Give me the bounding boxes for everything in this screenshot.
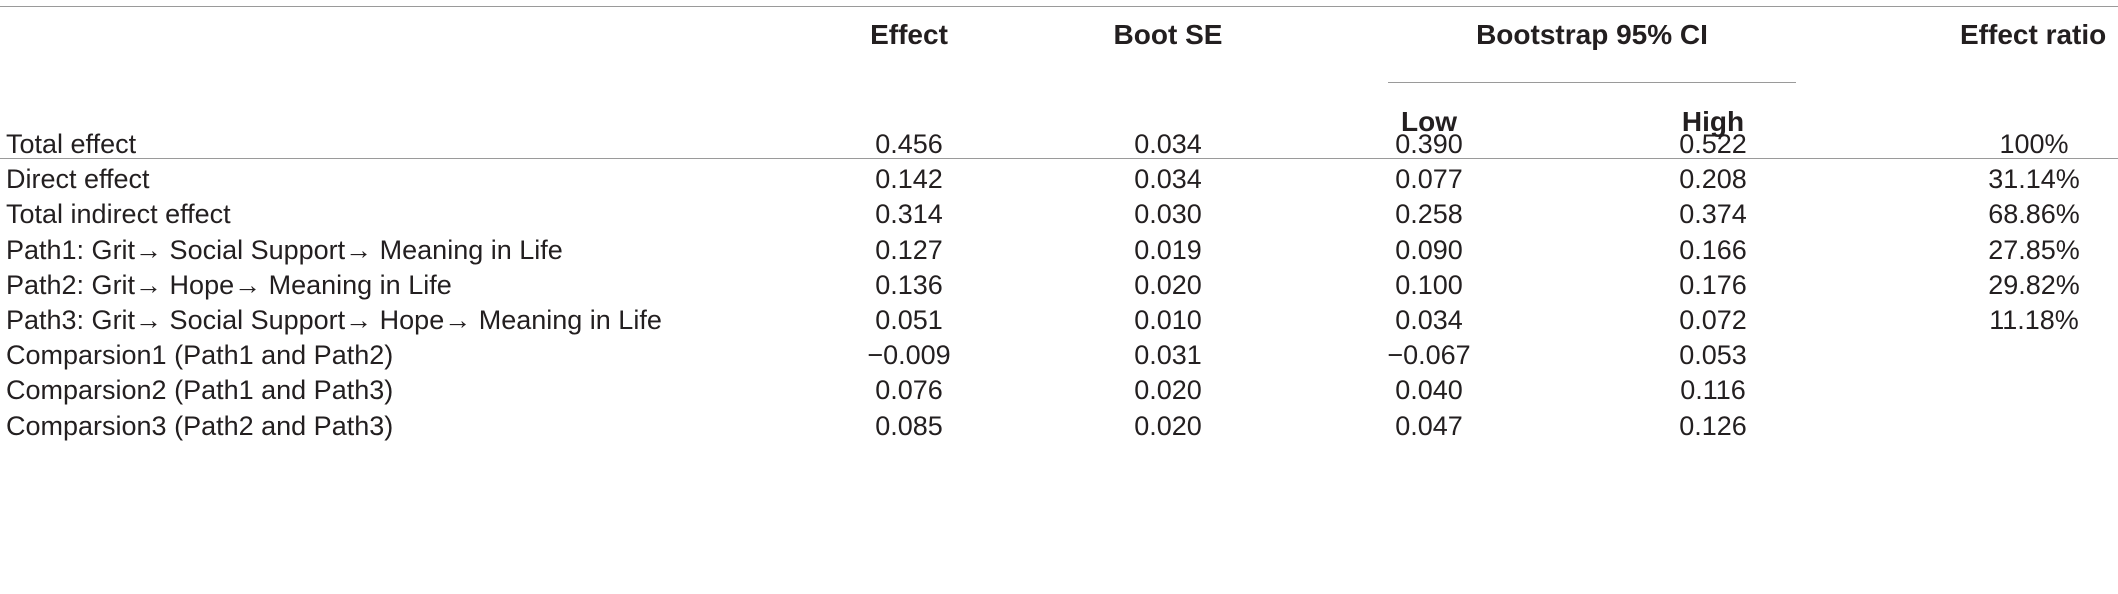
effect-ratio-cell: 29.82% bbox=[1988, 270, 2080, 300]
effect-ratio-cell: 68.86% bbox=[1988, 199, 2080, 229]
row-label: Comparsion3 (Path2 and Path3) bbox=[6, 411, 394, 441]
ci-low-cell: 0.047 bbox=[1395, 411, 1463, 441]
row-label: Path2: Grit→ Hope→ Meaning in Life bbox=[6, 270, 452, 300]
boot-se-cell: 0.031 bbox=[1134, 340, 1202, 370]
ci-low-cell: 0.258 bbox=[1395, 199, 1463, 229]
effect-cell: 0.142 bbox=[875, 164, 943, 194]
boot-se-cell: 0.020 bbox=[1134, 411, 1202, 441]
top-rule bbox=[0, 6, 2118, 7]
ci-high-cell: 0.053 bbox=[1679, 340, 1747, 370]
effect-ratio-cell: 100% bbox=[1999, 129, 2069, 159]
ci-high-cell: 0.166 bbox=[1679, 235, 1747, 265]
ci-high-cell: 0.126 bbox=[1679, 411, 1747, 441]
effect-cell: 0.136 bbox=[875, 270, 943, 300]
effect-cell: −0.009 bbox=[867, 340, 951, 370]
effect-cell: 0.456 bbox=[875, 129, 943, 159]
header-bootstrap-ci: Bootstrap 95% CI bbox=[1476, 19, 1708, 50]
boot-se-cell: 0.020 bbox=[1134, 270, 1202, 300]
row-label: Path3: Grit→ Social Support→ Hope→ Meani… bbox=[6, 305, 662, 335]
boot-se-cell: 0.010 bbox=[1134, 305, 1202, 335]
row-label: Total effect bbox=[6, 129, 137, 159]
header-low: Low bbox=[1401, 106, 1457, 137]
ci-high-cell: 0.072 bbox=[1679, 305, 1747, 335]
ci-low-cell: 0.077 bbox=[1395, 164, 1463, 194]
header-effect: Effect bbox=[870, 19, 948, 50]
ci-low-cell: 0.100 bbox=[1395, 270, 1463, 300]
effect-ratio-cell: 27.85% bbox=[1988, 235, 2080, 265]
ci-low-cell: −0.067 bbox=[1387, 340, 1471, 370]
row-label: Comparsion1 (Path1 and Path2) bbox=[6, 340, 394, 370]
ci-low-cell: 0.034 bbox=[1395, 305, 1463, 335]
ci-high-cell: 0.176 bbox=[1679, 270, 1747, 300]
row-label: Comparsion2 (Path1 and Path3) bbox=[6, 375, 394, 405]
boot-se-cell: 0.034 bbox=[1134, 164, 1202, 194]
header-boot-se: Boot SE bbox=[1113, 19, 1223, 50]
row-label: Path1: Grit→ Social Support→ Meaning in … bbox=[6, 235, 563, 265]
boot-se-cell: 0.030 bbox=[1134, 199, 1202, 229]
effect-cell: 0.314 bbox=[875, 199, 943, 229]
effect-cell: 0.127 bbox=[875, 235, 943, 265]
header-high: High bbox=[1681, 106, 1745, 137]
ci-high-cell: 0.116 bbox=[1680, 375, 1746, 405]
row-label: Total indirect effect bbox=[6, 199, 231, 229]
effect-cell: 0.085 bbox=[875, 411, 943, 441]
boot-se-cell: 0.034 bbox=[1134, 129, 1202, 159]
ci-high-cell: 0.522 bbox=[1679, 129, 1747, 159]
ci-high-cell: 0.208 bbox=[1679, 164, 1747, 194]
effect-cell: 0.051 bbox=[875, 305, 943, 335]
effect-ratio-cell: 31.14% bbox=[1988, 164, 2080, 194]
effect-ratio-cell: 11.18% bbox=[1989, 305, 2079, 335]
boot-se-cell: 0.020 bbox=[1134, 375, 1202, 405]
row-label: Direct effect bbox=[6, 164, 150, 194]
ci-low-cell: 0.390 bbox=[1395, 129, 1463, 159]
ci-high-cell: 0.374 bbox=[1679, 199, 1747, 229]
header-rule bbox=[0, 158, 2118, 159]
effect-cell: 0.076 bbox=[875, 375, 943, 405]
ci-low-cell: 0.040 bbox=[1395, 375, 1463, 405]
ci-low-cell: 0.090 bbox=[1395, 235, 1463, 265]
header-effect-ratio: Effect ratio bbox=[1960, 19, 2107, 50]
ci-span-rule bbox=[1388, 82, 1796, 83]
boot-se-cell: 0.019 bbox=[1134, 235, 1202, 265]
